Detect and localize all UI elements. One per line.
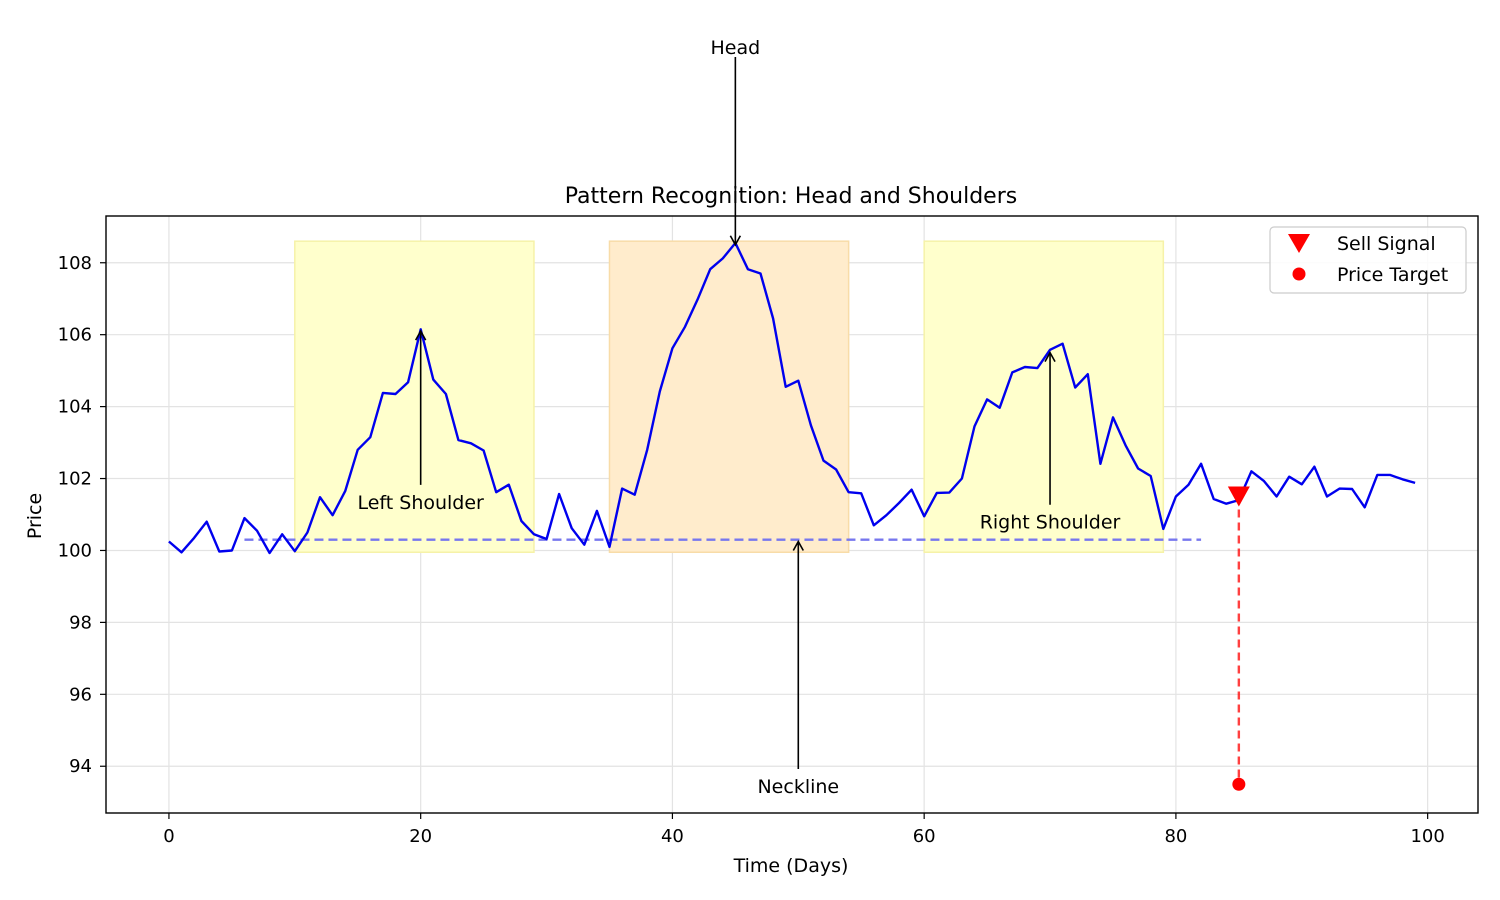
arrow-head (729, 235, 742, 247)
price-series-group (168, 241, 1416, 555)
pattern-regions (294, 240, 1165, 554)
legend-label: Sell Signal (1337, 233, 1436, 255)
y-tick-label: 108 (58, 253, 92, 274)
legend-sell-signal-marker (1288, 234, 1310, 253)
arrow-head (414, 329, 427, 341)
axes: 0 20 40 60 80 100 94 96 98 100 102 104 106 108 (58, 215, 1479, 847)
annotation-label: Left Shoulder (357, 492, 484, 514)
arrow-head (792, 539, 804, 551)
x-tick-label: 0 (163, 826, 174, 847)
x-tick-label: 20 (409, 826, 432, 847)
y-tick-label: 100 (58, 540, 92, 561)
annotation-label: Head (711, 37, 761, 59)
x-tick-label: 40 (661, 826, 684, 847)
y-tick-label: 94 (69, 756, 92, 777)
legend-price-target-marker (1292, 267, 1306, 281)
y-tick-label: 106 (58, 325, 92, 346)
x-tick-label: 100 (1410, 826, 1444, 847)
annotation-label: Neckline (757, 776, 839, 798)
y-axis-label: Price (24, 493, 46, 539)
shoulder-region (294, 240, 535, 554)
annotation-label: Right Shoulder (980, 512, 1121, 534)
head-region (608, 240, 850, 554)
price-line (168, 241, 1416, 555)
annotations: Left Shoulder Head Right Shoulder Neckline (357, 37, 1120, 798)
sell-signal-marker (1227, 486, 1250, 507)
y-tick-label: 104 (58, 397, 92, 418)
y-tick-label: 96 (69, 684, 92, 705)
signal-group (1227, 486, 1250, 791)
arrow-head (1044, 351, 1056, 363)
y-tick-label: 98 (69, 612, 92, 633)
chart-title: Pattern Recognition: Head and Shoulders (565, 184, 1017, 209)
x-tick-label: 80 (1164, 826, 1187, 847)
x-axis-label: Time (Days) (733, 855, 849, 877)
legend-label: Price Target (1337, 264, 1448, 286)
price-target-marker (1232, 777, 1246, 791)
x-tick-label: 60 (913, 826, 936, 847)
plot-frame (105, 215, 1479, 814)
legend: Sell Signal Price Target (1269, 226, 1467, 294)
y-tick-label: 102 (58, 469, 92, 490)
shoulder-region (923, 240, 1165, 554)
legend-box (1269, 226, 1467, 294)
